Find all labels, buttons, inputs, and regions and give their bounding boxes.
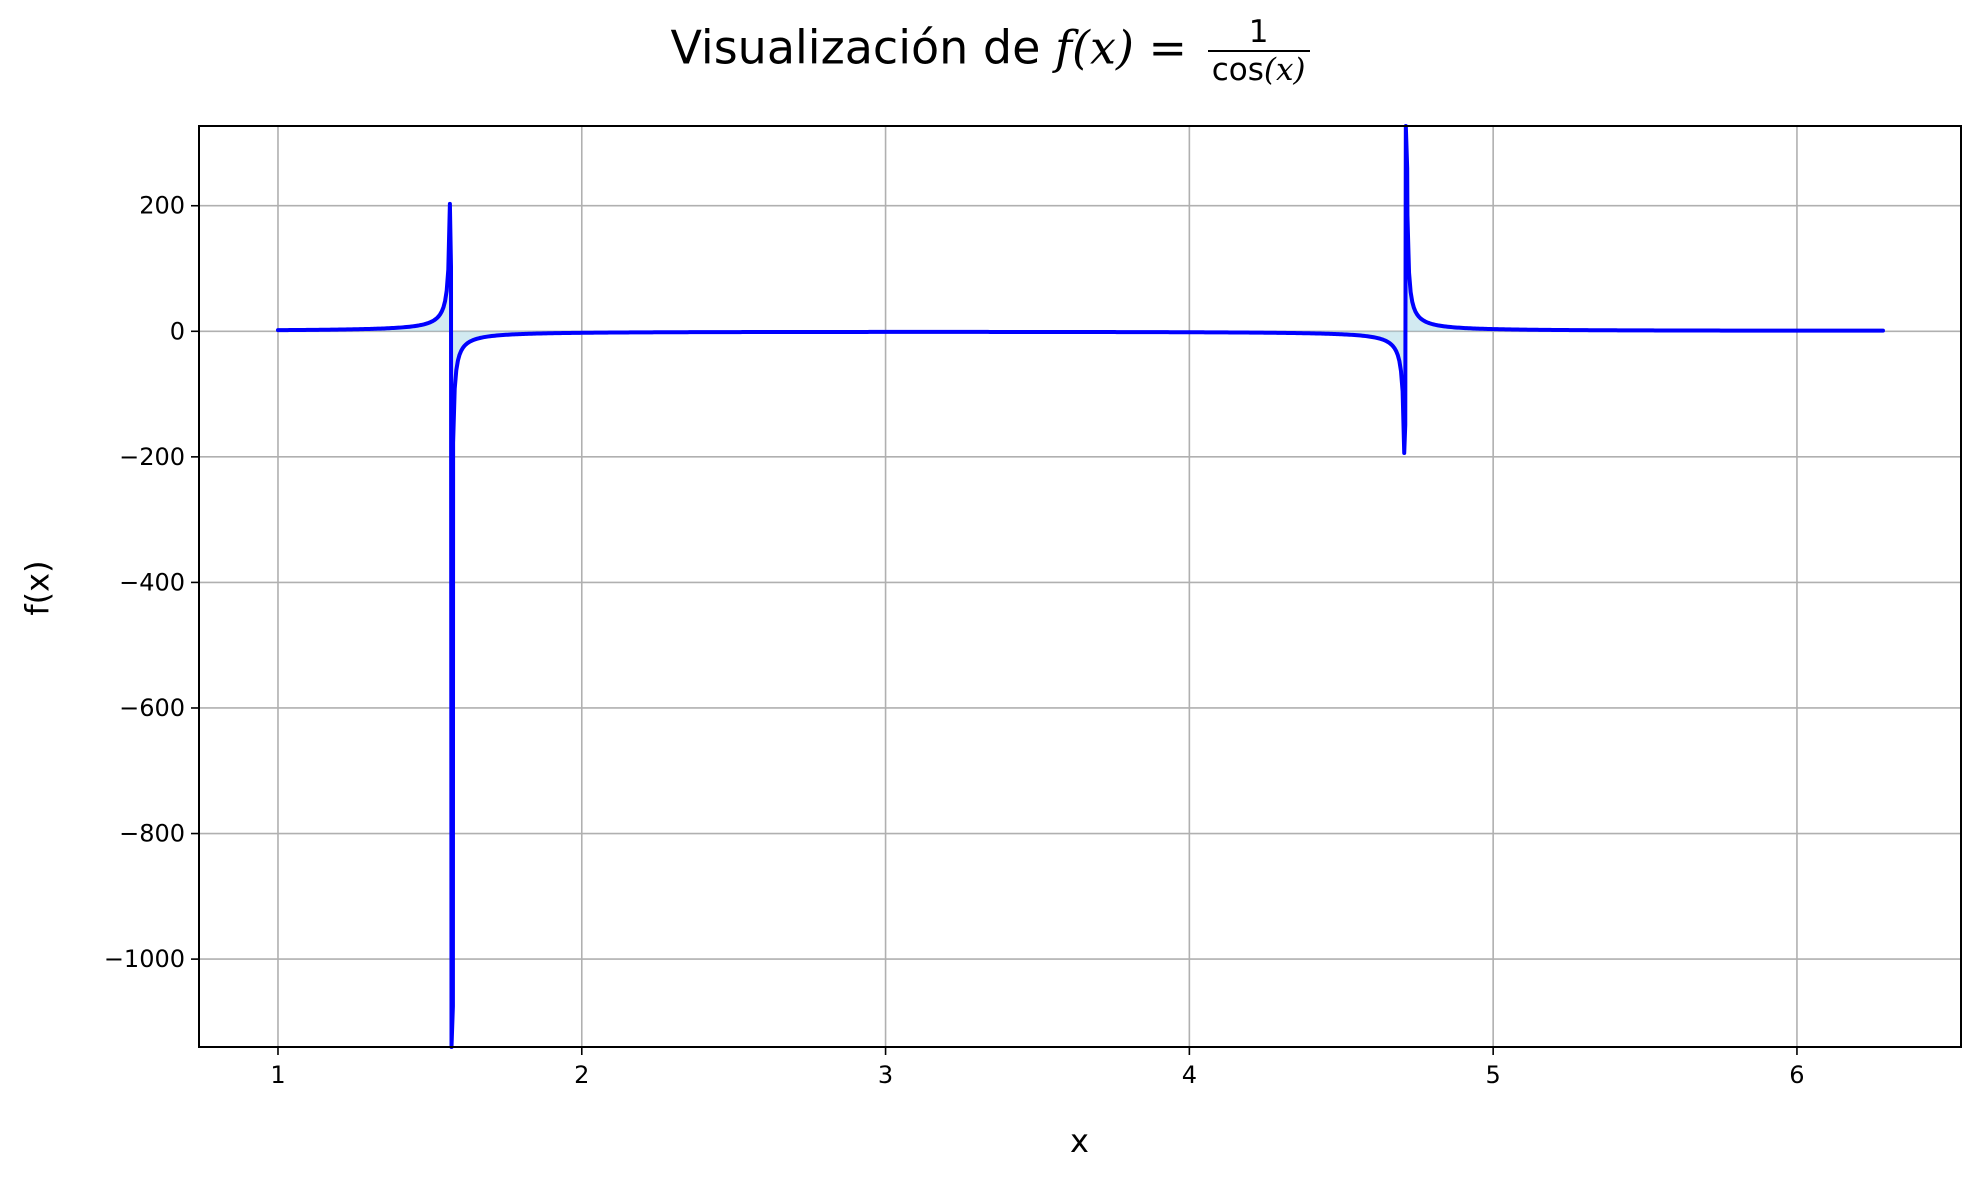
chart-title-text: Visualización de: [670, 20, 1056, 75]
y-tick-label: −200: [119, 443, 185, 471]
chart-title-denominator-arg: (x): [1263, 52, 1306, 88]
chart-title-denominator: cos(x): [1208, 52, 1310, 88]
x-tick-label: 2: [574, 1061, 589, 1089]
plot-frame: [198, 125, 1962, 1048]
chart-title: Visualización de f(x) = 1 cos(x): [0, 14, 1980, 88]
x-tick-label: 1: [270, 1061, 285, 1089]
series-fill-area: [277, 126, 1883, 1047]
grid: [199, 126, 1961, 1047]
chart-title-fraction: 1 cos(x): [1207, 14, 1310, 88]
chart-title-denominator-fn: cos: [1211, 52, 1264, 88]
x-axis-label: x: [1070, 1122, 1089, 1160]
series-line-group: [275, 124, 1885, 1049]
y-tick-label: −800: [119, 820, 185, 848]
chart-title-numerator: 1: [1207, 14, 1310, 52]
y-tick-label: 200: [139, 192, 185, 220]
y-tick-label: −400: [119, 568, 185, 596]
series-line: [275, 124, 1885, 1049]
x-tick-label: 4: [1182, 1061, 1197, 1089]
y-axis: 200 0 −200 −400 −600 −800 −1000: [104, 192, 199, 973]
fill-area-group: [277, 126, 1883, 1047]
y-axis-label: f(x): [18, 559, 57, 616]
x-tick-label: 5: [1486, 1061, 1501, 1089]
x-axis: 1 2 3 4 5 6: [270, 1047, 1805, 1089]
x-tick-label: 3: [878, 1061, 893, 1089]
y-tick-label: −600: [119, 694, 185, 722]
y-tick-label: −1000: [104, 945, 185, 973]
x-tick-label: 6: [1789, 1061, 1804, 1089]
chart-title-function: f(x) =: [1055, 20, 1202, 75]
y-tick-label: 0: [170, 317, 185, 345]
